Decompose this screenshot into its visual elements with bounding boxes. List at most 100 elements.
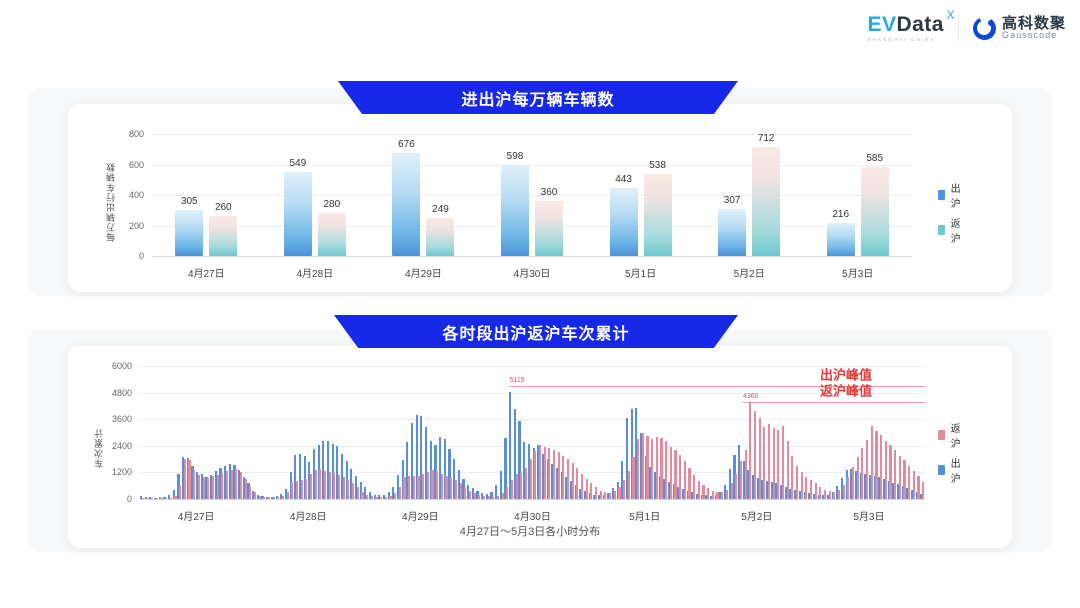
hour-bar-ret — [786, 441, 789, 499]
hour-bar-ret — [403, 476, 406, 499]
hour-bar-ret — [305, 479, 308, 499]
hour-bar-out — [275, 496, 278, 499]
hour-bar-ret — [291, 482, 294, 499]
hour-bar-ret — [543, 447, 546, 499]
hour-bar-ret — [263, 497, 266, 499]
legend-item-返沪[interactable]: 返沪 — [938, 215, 964, 245]
hour-bar-ret — [767, 423, 771, 499]
y-tick-label: 600 — [128, 159, 144, 170]
hour-bar-ret — [141, 497, 144, 499]
hour-bar-ret — [183, 459, 186, 499]
hour-bar-out — [719, 492, 722, 499]
bar-返沪-5月3日[interactable] — [860, 166, 889, 256]
peak-value-label: 5115 — [509, 376, 525, 384]
hour-bar-out — [378, 495, 381, 499]
hour-bar-out — [696, 493, 699, 499]
hour-bar-ret — [482, 495, 485, 499]
hour-bar-ret — [309, 473, 313, 499]
hour-bar-ret — [459, 483, 462, 499]
hour-bar-out — [406, 442, 409, 499]
hour-bar-ret — [468, 490, 471, 499]
hour-bar-ret — [538, 445, 542, 499]
bar-value-label: 307 — [723, 195, 741, 207]
hour-bar-out — [822, 495, 825, 499]
hour-bar-ret — [370, 496, 373, 499]
bar-出沪-5月2日[interactable] — [718, 209, 747, 256]
hour-bar-ret — [361, 491, 364, 499]
bar-返沪-4月27日[interactable] — [209, 216, 238, 256]
bar-出沪-4月28日[interactable] — [283, 172, 312, 256]
y-tick-label: 6000 — [111, 361, 132, 371]
bar-返沪-5月2日[interactable] — [752, 147, 781, 256]
hour-bar-out — [780, 485, 783, 499]
hour-bar-out — [597, 495, 601, 499]
hour-bar-out — [831, 491, 834, 499]
hour-bar-out — [163, 496, 166, 499]
hour-bar-out — [350, 469, 353, 499]
hour-bar-ret — [417, 475, 420, 499]
bar-出沪-4月30日[interactable] — [501, 164, 529, 256]
hour-bar-ret — [735, 473, 738, 499]
gridline — [140, 419, 925, 421]
hour-bar-ret — [552, 450, 556, 499]
hour-bar-ret — [823, 489, 827, 499]
hour-bar-ret — [169, 497, 172, 499]
hour-bar-out — [901, 486, 904, 499]
hour-bar-out — [878, 477, 881, 499]
hour-bar-ret — [674, 450, 677, 499]
hour-bar-out — [411, 422, 414, 499]
legend-item-出沪[interactable]: 出沪 — [938, 455, 964, 485]
hour-bar-out — [429, 441, 432, 499]
hour-bar-ret — [510, 479, 514, 499]
bar-value-label: 712 — [757, 133, 775, 145]
hour-bar-out — [653, 472, 657, 499]
hour-bar-out — [308, 461, 311, 499]
hour-bar-out — [224, 465, 227, 499]
hour-bar-out — [368, 492, 372, 499]
hour-bar-ret — [884, 441, 887, 499]
hour-bar-ret — [744, 450, 747, 499]
legend-item-返沪[interactable]: 返沪 — [938, 420, 964, 450]
hour-bar-ret — [436, 471, 439, 499]
hour-bar-ret — [380, 497, 383, 499]
hour-bar-ret — [590, 483, 593, 499]
hour-bar-ret — [398, 486, 401, 499]
chart-1-title: 进出沪每万辆车辆数 — [338, 81, 738, 114]
gridline — [140, 392, 925, 394]
hour-bar-out — [242, 476, 245, 499]
hour-bar-out — [340, 453, 344, 499]
hour-bar-out — [144, 497, 147, 499]
hour-bar-ret — [903, 460, 906, 499]
hour-bar-ret — [837, 489, 841, 499]
bar-出沪-4月29日[interactable] — [392, 152, 421, 256]
hour-bar-out — [649, 466, 652, 499]
hour-bar-ret — [693, 474, 696, 499]
hour-bar-out — [252, 490, 255, 499]
hour-bar-out — [691, 492, 694, 499]
hour-bar-out — [238, 470, 241, 499]
legend-item-出沪[interactable]: 出沪 — [938, 180, 964, 210]
hour-bar-ret — [333, 472, 336, 499]
page-header: EVData X SHANGHAI CHINA 高科数聚 Gausscode — [0, 0, 1080, 62]
bar-出沪-4月27日[interactable] — [175, 209, 204, 256]
chart-1-plot-area: 305 260 549 280 676 249 598 360 443 538 307 712 216 5… — [152, 133, 912, 256]
hour-bar-out — [850, 469, 853, 499]
hour-bar-out — [443, 439, 446, 499]
bar-出沪-5月1日[interactable] — [609, 188, 638, 256]
gridline — [140, 445, 925, 447]
y-tick-label: 3600 — [111, 414, 132, 425]
hour-bar-ret — [922, 482, 925, 499]
logo-divider — [957, 15, 959, 42]
hour-bar-out — [700, 494, 703, 499]
bar-返沪-4月30日[interactable] — [535, 201, 563, 256]
hour-bar-ret — [454, 479, 457, 499]
bar-返沪-4月29日[interactable] — [426, 218, 455, 256]
hour-bar-out — [326, 440, 330, 499]
hour-bar-out — [420, 415, 423, 499]
bar-返沪-5月1日[interactable] — [643, 173, 672, 256]
hour-bar-out — [467, 484, 470, 499]
hour-bar-ret — [763, 426, 766, 499]
bar-返沪-4月28日[interactable] — [317, 213, 346, 256]
bar-出沪-5月3日[interactable] — [826, 223, 855, 256]
y-tick-label: 800 — [128, 129, 144, 139]
